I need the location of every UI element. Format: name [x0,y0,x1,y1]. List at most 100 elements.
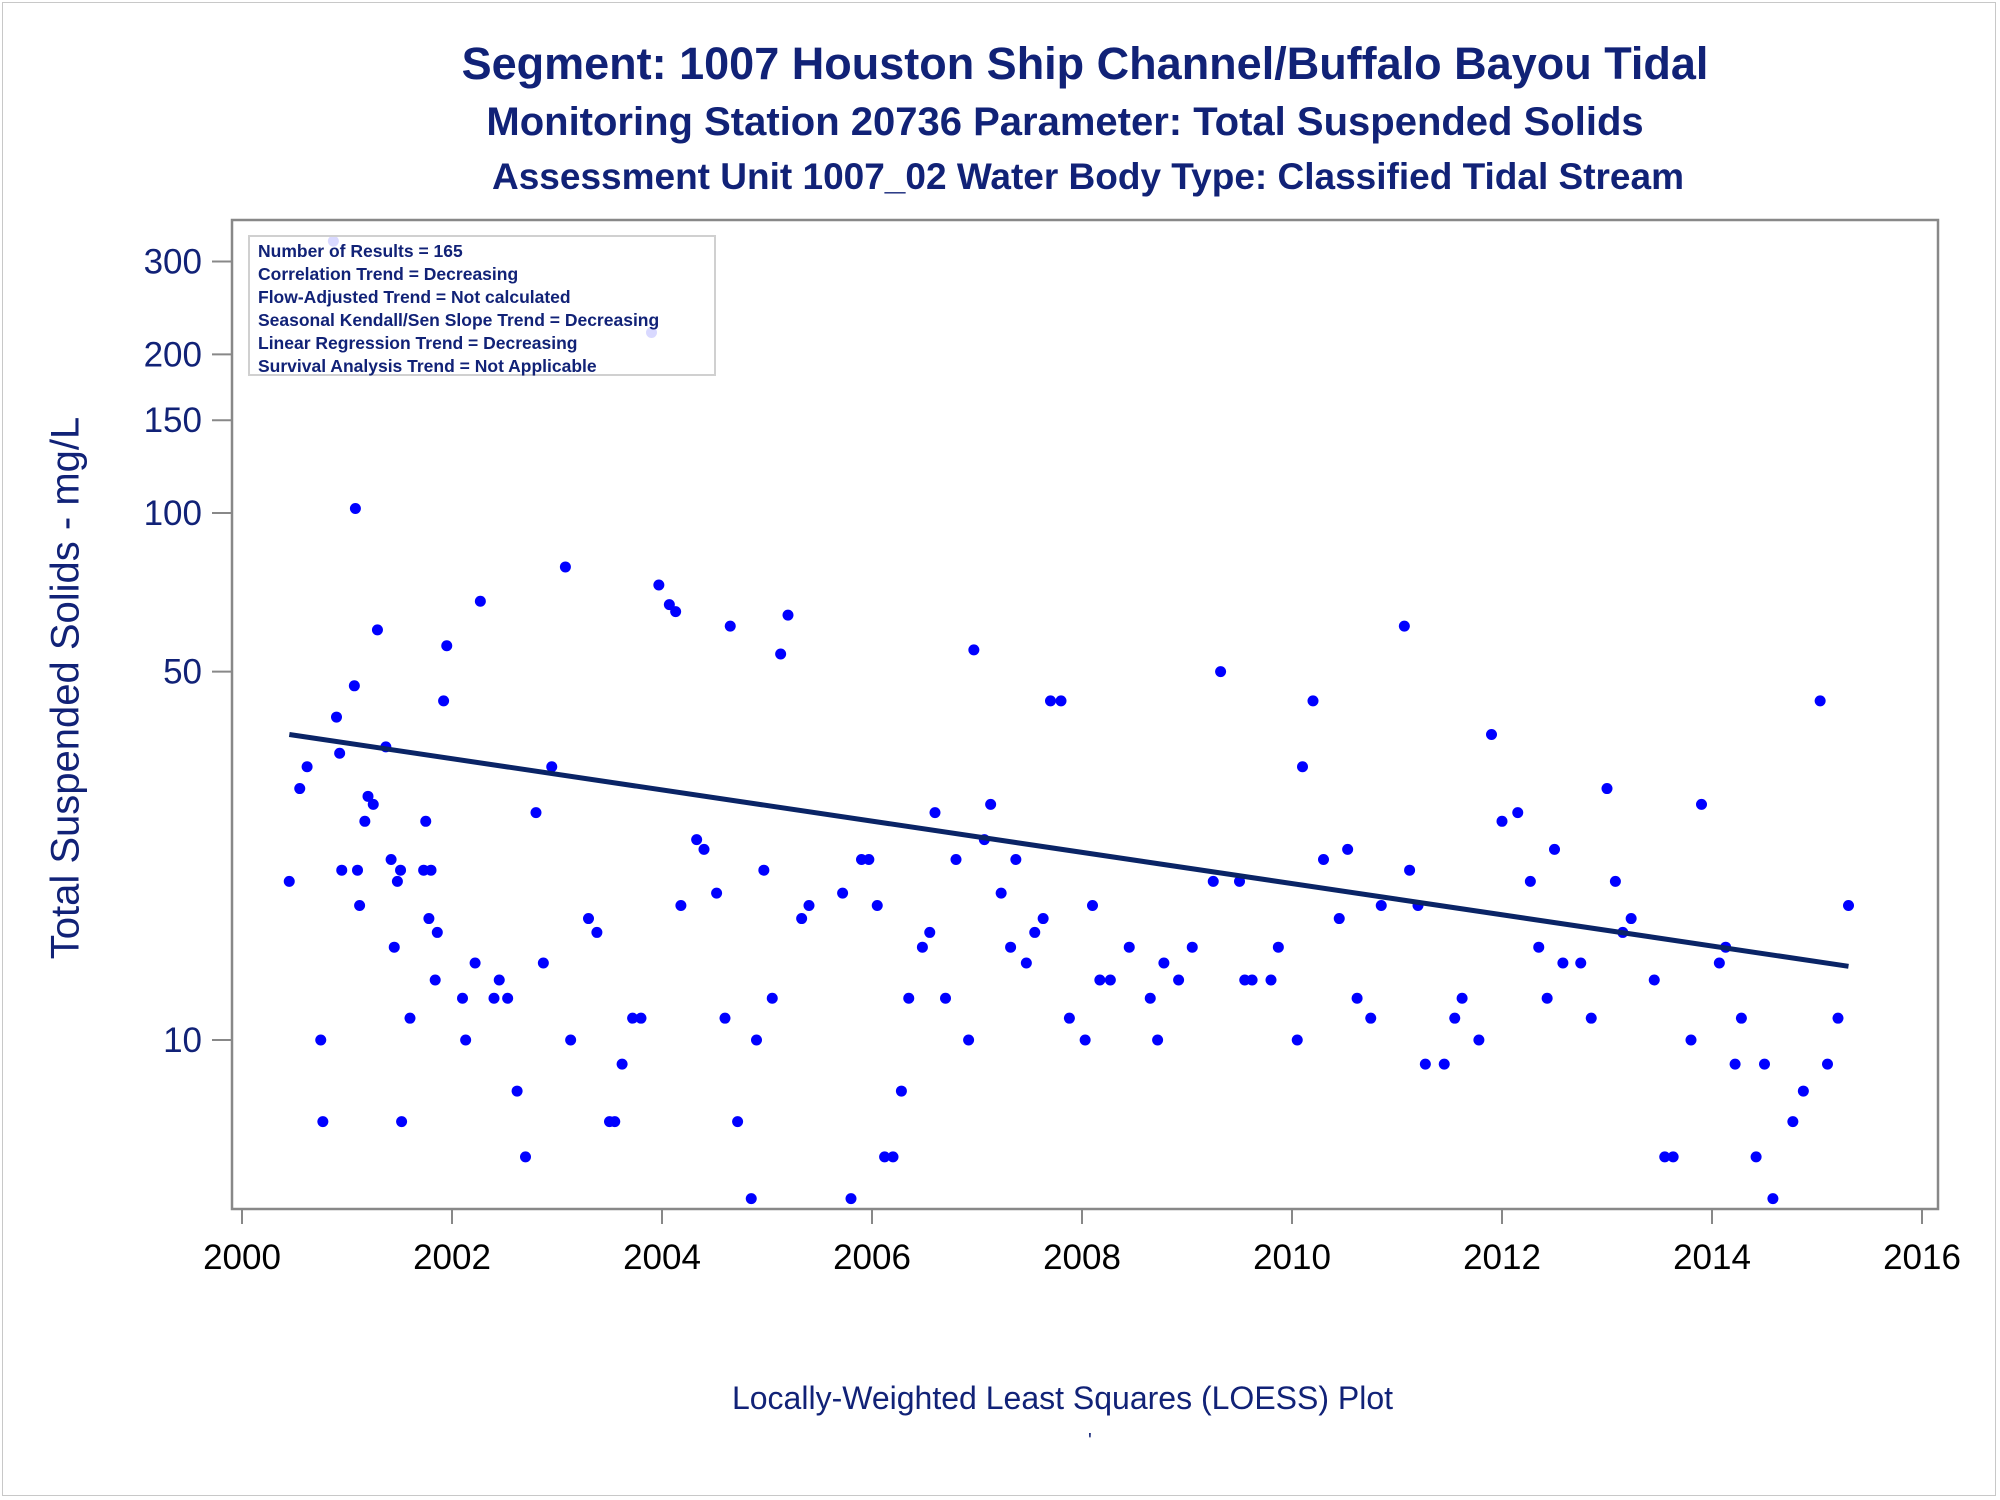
data-point [385,854,397,866]
data-point [283,875,295,887]
y-tick-label: 300 [144,243,202,282]
data-point [1005,941,1017,953]
x-tick-label: 2012 [1463,1238,1541,1277]
data-point [929,807,941,819]
x-tick-label: 2002 [413,1238,491,1277]
data-point [460,1034,472,1046]
data-point [1549,843,1560,855]
data-point [1037,913,1049,925]
data-point [1685,1034,1697,1046]
data-point [423,913,435,925]
data-point [1496,815,1508,827]
data-point [520,1151,531,1163]
y-tick-label: 50 [163,653,202,692]
data-point [1601,783,1613,795]
data-point [349,502,361,514]
data-point [1094,974,1106,986]
data-point [1045,695,1056,707]
x-tick-label: 2016 [1883,1238,1961,1277]
data-point [924,926,936,938]
data-point [775,648,787,660]
data-point [1079,1034,1091,1046]
data-point [1750,1151,1762,1163]
data-point [1533,941,1545,953]
data-point [803,899,815,911]
data-point [635,1012,647,1024]
data-point [782,609,794,621]
data-point [691,834,703,846]
data-point [336,864,348,876]
data-point [438,695,450,707]
data-point [950,854,962,866]
data-point [1625,913,1637,925]
data-point [1557,957,1569,969]
data-point [1207,875,1219,887]
data-point [1152,1034,1164,1046]
data-point [1318,854,1329,866]
data-point [711,887,723,899]
data-point [895,1085,907,1097]
data-point [1729,1058,1741,1070]
data-point [940,992,951,1004]
data-point [1307,695,1319,707]
data-point [1158,957,1170,969]
data-point [441,640,453,652]
data-point [1524,875,1536,887]
data-point [1333,913,1345,925]
x-tick-label: 2010 [1253,1238,1331,1277]
data-point [1123,941,1135,953]
data-point [348,680,360,692]
data-point [675,899,687,911]
data-point [1272,941,1284,953]
data-point [963,1034,975,1046]
data-point [1087,899,1098,911]
plot-footnote: Locally-Weighted Least Squares (LOESS) P… [731,1380,1394,1416]
data-point [1297,761,1308,773]
chart-subtitle-2: Assessment Unit 1007_02 Water Body Type:… [492,156,1684,197]
data-point [404,1012,416,1024]
data-point [431,926,443,938]
data-point [698,843,710,855]
data-point [1104,974,1116,986]
data-point [879,1151,891,1163]
legend-entry: Survival Analysis Trend = Not Applicable [258,356,597,376]
data-point [546,761,558,773]
data-point [871,899,883,911]
data-point [367,798,379,810]
data-point [796,913,808,925]
data-point [985,798,997,810]
x-tick-label: 2006 [833,1238,911,1277]
data-point [1787,1116,1799,1128]
data-point [609,1116,621,1128]
data-point [315,1034,327,1046]
data-point [1473,1034,1485,1046]
legend-entry: Seasonal Kendall/Sen Slope Trend = Decre… [258,310,660,330]
data-point [395,864,407,876]
data-point [420,815,432,827]
data-point [758,864,770,876]
data-point [1814,695,1826,707]
data-point [457,992,468,1004]
data-point [294,783,306,795]
data-point [352,864,363,876]
data-point [968,644,980,656]
data-point [1609,875,1621,887]
data-point [1659,1151,1671,1163]
data-point [354,899,366,911]
stats-legend: Number of Results = 165 Correlation Tren… [248,235,716,376]
data-point [1486,728,1497,740]
data-point [1648,974,1660,986]
data-point [1843,899,1854,911]
data-point [1265,974,1277,986]
data-point [1215,666,1227,678]
data-point [488,992,500,1004]
data-point [530,807,542,819]
data-point [565,1034,577,1046]
data-point [1173,974,1185,986]
data-point [1010,854,1022,866]
data-point [591,926,603,938]
data-point [502,992,514,1004]
data-point [334,747,346,759]
chart-subtitle: Monitoring Station 20736 Parameter: Tota… [486,100,1644,144]
data-point [1456,992,1468,1004]
